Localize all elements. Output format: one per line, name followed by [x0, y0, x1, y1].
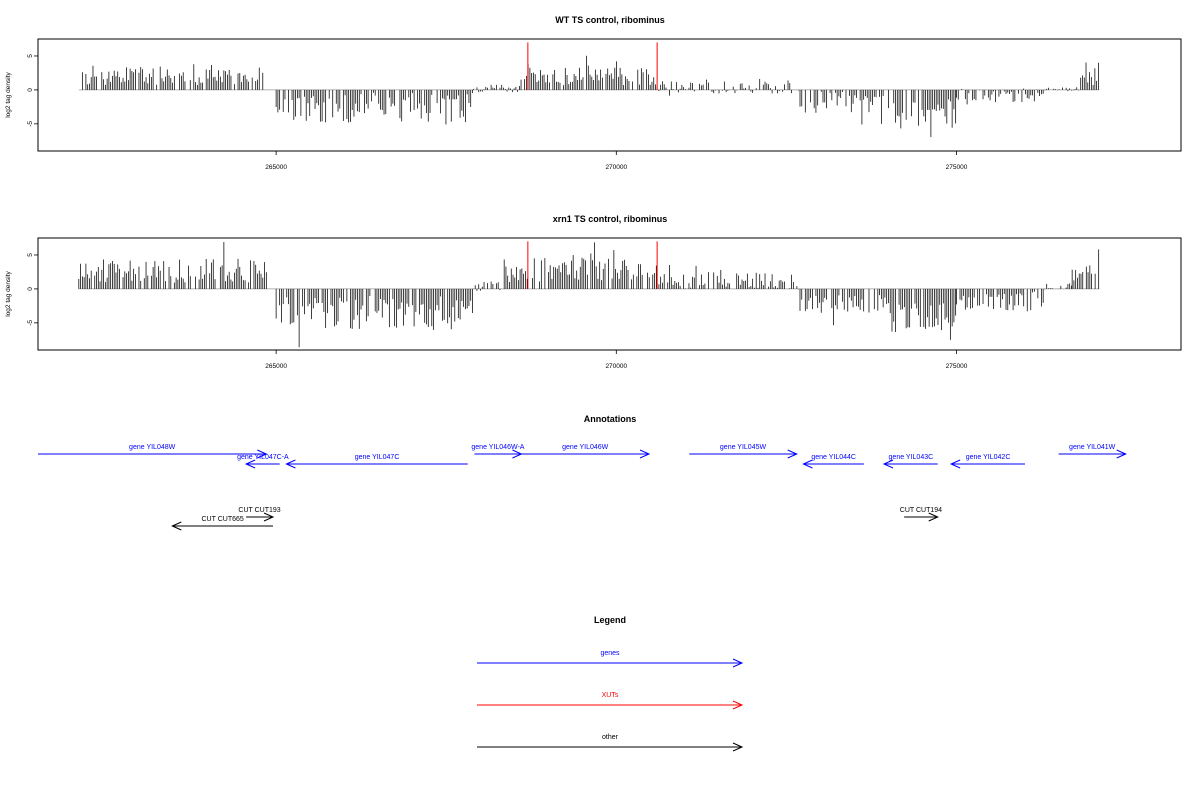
legend-label: XUTs — [602, 692, 619, 699]
arrow-head — [639, 449, 651, 459]
y-tick-label: -5 — [27, 121, 34, 127]
feature-label: gene YIL047C-A — [237, 454, 289, 461]
feature-label: CUT CUT665 — [202, 516, 244, 523]
x-tick-label: 270000 — [605, 363, 627, 370]
wt-panel-title: WT TS control, ribominus — [555, 15, 665, 25]
arrow-head — [928, 512, 939, 522]
arrow-head — [732, 658, 744, 668]
wt-bars — [78, 42, 1100, 138]
feature-label: gene YIL041W — [1069, 444, 1116, 451]
annotation-feature: gene YIL046W — [521, 444, 651, 459]
legend-title: Legend — [594, 615, 626, 625]
legend-item-xut: XUTs — [477, 692, 744, 710]
x-tick-label: 275000 — [946, 363, 968, 370]
y-tick-label: 0 — [27, 287, 34, 291]
feature-label: gene YIL045W — [720, 444, 767, 451]
x-tick-label: 265000 — [265, 164, 287, 171]
y-tick-label: -5 — [27, 320, 34, 326]
wt-coverage-panel: WT TS control, ribominus log2 tag densit… — [5, 15, 1182, 171]
feature-label: gene YIL042C — [966, 454, 1011, 461]
legend-item-gene: genes — [477, 650, 744, 668]
annotation-feature: gene YIL046W-A — [471, 444, 525, 459]
arrow-head — [244, 459, 256, 469]
annotation-feature: gene YIL044C — [802, 454, 864, 469]
feature-label: gene YIL044C — [811, 454, 856, 461]
legend-label: genes — [600, 650, 620, 657]
xrn1-plot-frame — [37, 237, 1182, 351]
annotation-feature: CUT CUT665 — [171, 516, 273, 531]
annotation-feature: gene YIL047C-A — [237, 454, 289, 469]
feature-label: gene YIL046W-A — [471, 444, 524, 451]
x-tick-label: 265000 — [265, 363, 287, 370]
legend-item-other: other — [477, 734, 744, 752]
arrow-head — [787, 449, 798, 459]
feature-label: CUT CUT194 — [900, 507, 942, 514]
arrow-head — [732, 742, 744, 752]
annotation-feature: gene YIL045W — [689, 444, 798, 459]
feature-label: CUT CUT193 — [238, 507, 280, 514]
xrn1-axes: 5 0 -5 265000 270000 275000 — [27, 253, 968, 370]
feature-label: gene YIL046W — [562, 444, 609, 451]
y-tick-label: 5 — [27, 54, 34, 58]
feature-label: gene YIL047C — [355, 454, 400, 461]
arrow-head — [802, 459, 813, 469]
y-tick-label: 5 — [27, 253, 34, 257]
annotation-feature: CUT CUT194 — [900, 507, 942, 522]
annotation-feature: gene YIL043C — [882, 454, 938, 469]
legend: Legend genes XUTs other — [477, 615, 744, 752]
annotation-feature: gene YIL048W — [38, 444, 268, 459]
arrow-head — [1116, 449, 1127, 459]
xrn1-panel-title: xrn1 TS control, ribominus — [553, 214, 668, 224]
arrow-head — [257, 449, 268, 459]
arrow-head — [263, 512, 275, 522]
xrn1-coverage-panel: xrn1 TS control, ribominus log2 tag dens… — [5, 214, 1182, 370]
feature-label: gene YIL043C — [889, 454, 934, 461]
wt-plot-frame — [37, 38, 1182, 152]
arrow-head — [285, 459, 296, 469]
x-tick-label: 270000 — [605, 164, 627, 171]
wt-y-axis-label: log2 tag density — [5, 71, 12, 117]
annotation-feature: gene YIL042C — [949, 454, 1025, 469]
wt-axes: 5 0 -5 265000 270000 275000 — [27, 54, 968, 171]
legend-items: genes XUTs other — [477, 650, 744, 752]
annotation-feature: gene YIL041W — [1058, 444, 1127, 459]
arrow-head — [949, 459, 961, 469]
annotation-features: gene YIL048W gene YIL047C-A gene YIL047C ge… — [38, 444, 1127, 531]
annotation-feature: gene YIL047C — [285, 454, 468, 469]
feature-label: gene YIL048W — [129, 444, 176, 451]
x-tick-label: 275000 — [946, 164, 968, 171]
annotations-title: Annotations — [584, 414, 637, 424]
arrow-head — [732, 700, 744, 710]
arrow-head — [882, 459, 894, 469]
xrn1-bars — [78, 241, 1100, 348]
y-tick-label: 0 — [27, 88, 34, 92]
annotation-feature: CUT CUT193 — [238, 507, 281, 522]
arrow-head — [171, 521, 182, 531]
legend-label: other — [602, 734, 619, 741]
xrn1-y-axis-label: log2 tag density — [5, 270, 12, 316]
